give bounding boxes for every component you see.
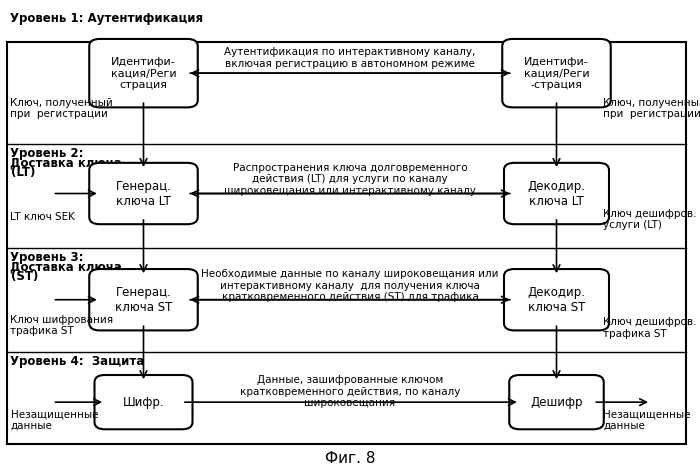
Text: Незащищенные
данные: Незащищенные данные [603,409,691,431]
Text: Распространения ключа долговременного
действия (LT) для услуги по каналу
широков: Распространения ключа долговременного де… [224,163,476,196]
FancyBboxPatch shape [94,375,192,430]
FancyBboxPatch shape [90,163,197,224]
FancyBboxPatch shape [90,269,197,330]
Text: Доставка ключа: Доставка ключа [10,261,122,274]
Text: (ST): (ST) [10,270,38,283]
Text: Фиг. 8: Фиг. 8 [325,451,375,466]
FancyBboxPatch shape [504,269,609,330]
Text: (LT): (LT) [10,166,35,179]
Text: Декодир.
ключа ST: Декодир. ключа ST [528,286,585,314]
Text: Уровень 4:  Защита: Уровень 4: Защита [10,355,145,368]
FancyBboxPatch shape [90,39,197,108]
Text: Декодир.
ключа LT: Декодир. ключа LT [528,179,585,208]
Text: Шифр.: Шифр. [122,396,164,409]
Text: Уровень 2:: Уровень 2: [10,147,84,160]
Text: Ключ, полученный
при  регистрации: Ключ, полученный при регистрации [10,98,113,119]
Text: Аутентификация по интерактивному каналу,
включая регистрацию в автономном режиме: Аутентификация по интерактивному каналу,… [224,47,476,69]
Text: Ключ шифрования
трафика ST: Ключ шифрования трафика ST [10,315,113,337]
Text: Данные, зашифрованные ключом
кратковременного действия, по каналу
широковещания: Данные, зашифрованные ключом кратковреме… [240,375,460,408]
Text: Доставка ключа: Доставка ключа [10,157,122,170]
Text: Идентифи-
кация/Реги
страция: Идентифи- кация/Реги страция [111,57,176,90]
Text: Ключ дешифров.
услуги (LT): Ключ дешифров. услуги (LT) [603,209,697,230]
Text: Генерац.
ключа ST: Генерац. ключа ST [115,286,172,314]
Text: Уровень 1: Аутентификация: Уровень 1: Аутентификация [10,12,204,25]
Text: Дешифр: Дешифр [531,396,582,409]
FancyBboxPatch shape [503,39,610,108]
Text: Необходимые данные по каналу широковещания или
интерактивному каналу  для получе: Необходимые данные по каналу широковещан… [202,269,498,302]
Text: Ключ, полученный
при  регистрации: Ключ, полученный при регистрации [603,98,700,119]
Text: Генерац.
ключа LT: Генерац. ключа LT [116,179,172,208]
FancyBboxPatch shape [510,375,603,430]
FancyBboxPatch shape [504,163,609,224]
Text: Незащищенные
данные: Незащищенные данные [10,409,98,431]
Text: LT ключ SEK: LT ключ SEK [10,212,76,222]
Text: Ключ дешифров.
трафика ST: Ключ дешифров. трафика ST [603,317,697,339]
Text: Идентифи-
кация/Реги
-страция: Идентифи- кация/Реги -страция [524,57,589,90]
FancyBboxPatch shape [7,42,686,444]
Text: Уровень 3:: Уровень 3: [10,251,84,264]
